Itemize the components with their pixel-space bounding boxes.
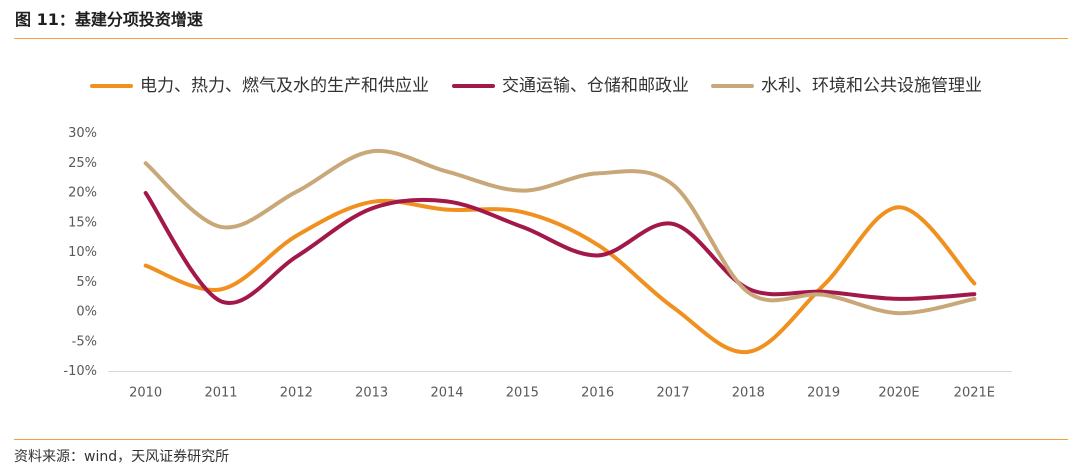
title-divider [14, 38, 1068, 39]
data-point-transport-storage-postal [144, 191, 148, 195]
data-point-water-environment-public-facilities [445, 170, 449, 174]
data-point-power-utilities [370, 200, 374, 204]
y-tick-label: 15% [68, 215, 97, 230]
plot-series [143, 148, 977, 354]
series-water-environment-public-facilities [143, 148, 977, 316]
data-point-power-utilities [897, 205, 901, 209]
source-note: 资料来源：wind，天风证券研究所 [14, 449, 230, 465]
legend-label-power-utilities: 电力、热力、燃气及水的生产和供应业 [140, 76, 429, 96]
legend-label-transport-storage-postal: 交通运输、仓储和邮政业 [502, 76, 689, 96]
data-point-water-environment-public-facilities [897, 311, 901, 315]
data-point-power-utilities [746, 350, 750, 354]
data-point-power-utilities [596, 243, 600, 247]
x-tick-label: 2020E [878, 386, 919, 401]
legend-item-power-utilities: 电力、热力、燃气及水的生产和供应业 [90, 74, 429, 98]
source-divider [14, 439, 1068, 440]
x-tick-label: 2014 [430, 386, 463, 401]
series-line-water-environment-public-facilities [143, 148, 977, 316]
legend-item-transport-storage-postal: 交通运输、仓储和邮政业 [452, 74, 689, 98]
legend-swatch-power-utilities [90, 84, 133, 88]
legend-label-water-environment-public-facilities: 水利、环境和公共设施管理业 [761, 76, 982, 96]
x-tick-label: 2011 [204, 386, 237, 401]
y-tick-label: 30% [68, 126, 97, 141]
data-point-power-utilities [219, 287, 223, 291]
data-point-water-environment-public-facilities [671, 183, 675, 187]
y-tick-label: 5% [76, 275, 97, 290]
figure-title: 图 11：基建分项投资增速 [15, 10, 203, 29]
x-tick-label: 2010 [129, 386, 162, 401]
data-point-water-environment-public-facilities [370, 149, 374, 153]
series-transport-storage-postal [143, 191, 977, 305]
data-point-transport-storage-postal [520, 225, 524, 229]
data-point-power-utilities [972, 281, 976, 285]
x-tick-label: 2013 [355, 386, 388, 401]
data-point-transport-storage-postal [294, 255, 298, 259]
data-point-water-environment-public-facilities [822, 293, 826, 297]
data-point-transport-storage-postal [596, 253, 600, 257]
data-point-water-environment-public-facilities [746, 290, 750, 294]
x-tick-label: 2015 [506, 386, 539, 401]
y-tick-label: 25% [68, 156, 97, 171]
series-power-utilities [143, 198, 977, 354]
legend-item-water-environment-public-facilities: 水利、环境和公共设施管理业 [711, 74, 982, 98]
data-point-transport-storage-postal [219, 299, 223, 303]
data-point-power-utilities [445, 208, 449, 212]
data-point-transport-storage-postal [445, 199, 449, 203]
x-tick-label: 2019 [807, 386, 840, 401]
x-tick-label: 2016 [581, 386, 614, 401]
data-point-water-environment-public-facilities [144, 161, 148, 165]
x-tick-label: 2017 [656, 386, 689, 401]
y-tick-label: 10% [68, 245, 97, 260]
y-axis-tick-labels: 30% 25% 20% 15% 10% 5% 0% -5% -10% [63, 126, 97, 379]
data-point-power-utilities [822, 283, 826, 287]
data-point-transport-storage-postal [972, 292, 976, 296]
series-line-power-utilities [143, 198, 977, 354]
y-tick-label: 0% [76, 305, 97, 320]
x-tick-label: 2021E [954, 386, 995, 401]
series-line-transport-storage-postal [143, 191, 977, 305]
data-point-water-environment-public-facilities [294, 190, 298, 194]
data-point-water-environment-public-facilities [972, 297, 976, 301]
data-point-transport-storage-postal [370, 206, 374, 210]
x-tick-label: 2012 [280, 386, 313, 401]
y-tick-label: -10% [63, 364, 97, 379]
data-point-water-environment-public-facilities [596, 171, 600, 175]
data-point-power-utilities [144, 264, 148, 268]
data-point-water-environment-public-facilities [219, 225, 223, 229]
data-point-power-utilities [520, 210, 524, 214]
data-point-power-utilities [671, 305, 675, 309]
y-tick-label: -5% [72, 334, 97, 349]
legend-swatch-transport-storage-postal [452, 84, 495, 88]
data-point-water-environment-public-facilities [520, 189, 524, 193]
legend-swatch-water-environment-public-facilities [711, 84, 754, 88]
x-axis-tick-labels: 2010 2011 2012 2013 2014 2015 2016 2017 2018 2019… [129, 386, 995, 401]
y-tick-label: 20% [68, 186, 97, 201]
data-point-transport-storage-postal [897, 297, 901, 301]
x-tick-label: 2018 [732, 386, 765, 401]
data-point-power-utilities [294, 234, 298, 238]
data-point-transport-storage-postal [671, 222, 675, 226]
